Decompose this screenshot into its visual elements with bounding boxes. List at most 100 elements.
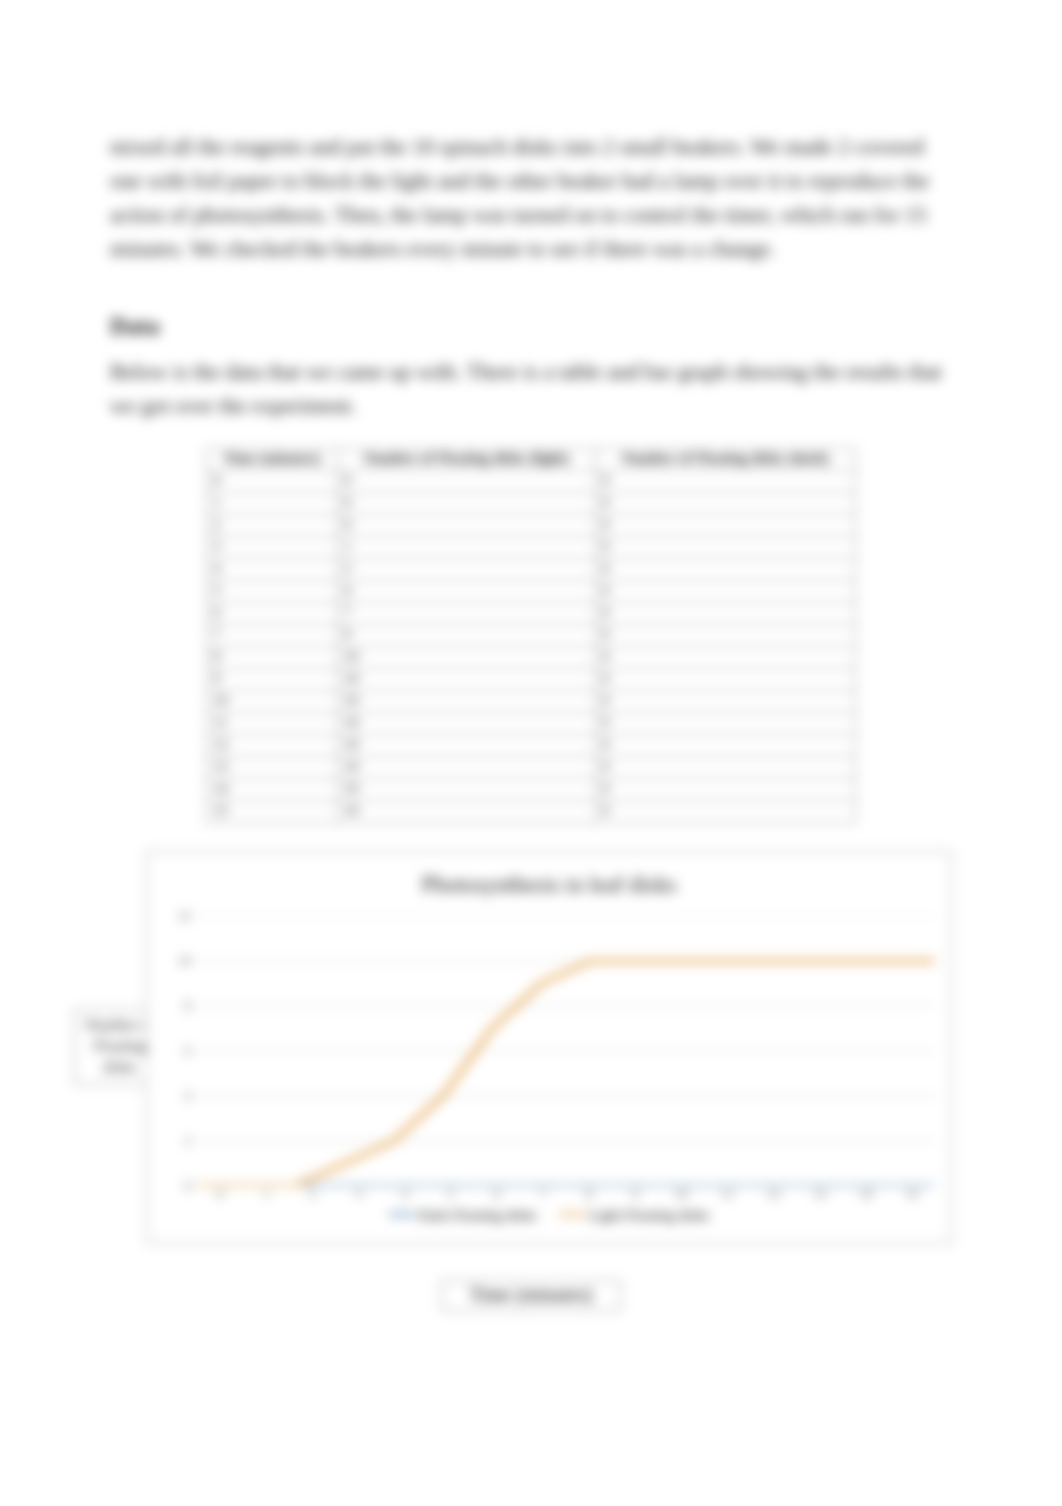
chart-y-tick-label: 0 [185, 1178, 192, 1194]
table-cell: 15 [207, 800, 338, 822]
table-cell: 0 [595, 492, 855, 514]
chart-y-tick-label: 10 [178, 953, 191, 969]
chart-x-tick-label: 14 [843, 1186, 889, 1202]
table-cell: 0 [595, 580, 855, 602]
table-row: 670 [207, 602, 856, 624]
chart-series-line [197, 961, 935, 1186]
chart-x-tick-label: 15 [889, 1186, 935, 1202]
table-cell: 0 [595, 668, 855, 690]
chart-title: Photosynthesis in leaf disks [163, 872, 935, 898]
table-cell: 9 [207, 668, 338, 690]
table-row: 13100 [207, 756, 856, 778]
chart-x-tick-label: 4 [382, 1186, 428, 1202]
chart-x-tick-label: 10 [658, 1186, 704, 1202]
table-cell: 10 [337, 712, 595, 734]
data-table-wrap: Time (minutes)Number of Floating disks (… [206, 448, 856, 823]
chart-x-tick-label: 9 [612, 1186, 658, 1202]
table-cell: 10 [337, 800, 595, 822]
table-row: 11100 [207, 712, 856, 734]
table-row: 8100 [207, 646, 856, 668]
table-row: 14100 [207, 778, 856, 800]
table-row: 9100 [207, 668, 856, 690]
chart-x-axis-title: Time (minutes) [441, 1280, 621, 1311]
chart-x-tick-label: 12 [751, 1186, 797, 1202]
chart-container: Number of Floating disks Photosynthesis … [110, 851, 952, 1244]
chart-x-tick-label: 0 [197, 1186, 243, 1202]
table-row: 310 [207, 536, 856, 558]
table-cell: 10 [337, 690, 595, 712]
table-row: 200 [207, 514, 856, 536]
chart-x-tick-label: 2 [289, 1186, 335, 1202]
chart-y-tick-label: 4 [185, 1088, 192, 1104]
table-cell: 9 [337, 624, 595, 646]
table-row: 000 [207, 470, 856, 492]
table-header-row: Time (minutes)Number of Floating disks (… [207, 448, 856, 470]
table-cell: 10 [337, 734, 595, 756]
table-cell: 0 [595, 690, 855, 712]
chart-box: Photosynthesis in leaf disks 024681012 0… [146, 851, 952, 1244]
chart-x-tick-label: 11 [704, 1186, 750, 1202]
table-cell: 0 [595, 734, 855, 756]
table-cell: 0 [337, 470, 595, 492]
table-cell: 0 [595, 646, 855, 668]
chart-legend: Dark Floating disks Light Floating disks [163, 1208, 935, 1225]
table-cell: 0 [595, 756, 855, 778]
table-header-cell: Number of Floating disks (light) [337, 448, 595, 470]
table-cell: 1 [337, 536, 595, 558]
table-cell: 0 [595, 558, 855, 580]
chart-x-tick-label: 13 [797, 1186, 843, 1202]
chart-y-tick-label: 8 [185, 998, 192, 1014]
table-cell: 7 [337, 602, 595, 624]
chart-x-tick-label: 6 [474, 1186, 520, 1202]
chart-x-tick-label: 7 [520, 1186, 566, 1202]
table-cell: 10 [207, 690, 338, 712]
table-cell: 0 [595, 514, 855, 536]
table-cell: 10 [337, 646, 595, 668]
table-cell: 10 [337, 756, 595, 778]
table-row: 10100 [207, 690, 856, 712]
table-row: 790 [207, 624, 856, 646]
table-cell: 6 [207, 602, 338, 624]
table-row: 540 [207, 580, 856, 602]
table-row: 15100 [207, 800, 856, 822]
table-header-cell: Time (minutes) [207, 448, 338, 470]
table-row: 12100 [207, 734, 856, 756]
chart-svg [197, 916, 935, 1186]
legend-label-light: Light Floating disks [589, 1208, 710, 1224]
legend-swatch-dark [389, 1213, 415, 1216]
table-cell: 0 [595, 602, 855, 624]
table-cell: 4 [337, 580, 595, 602]
table-cell: 0 [595, 800, 855, 822]
table-cell: 2 [337, 558, 595, 580]
table-cell: 0 [337, 514, 595, 536]
chart-y-tick-label: 2 [185, 1133, 192, 1149]
table-cell: 4 [207, 558, 338, 580]
table-cell: 0 [595, 624, 855, 646]
table-cell: 10 [337, 778, 595, 800]
table-cell: 7 [207, 624, 338, 646]
table-head: Time (minutes)Number of Floating disks (… [207, 448, 856, 470]
table-cell: 1 [207, 492, 338, 514]
chart-y-tick-label: 12 [178, 908, 191, 924]
table-row: 100 [207, 492, 856, 514]
chart-y-tick-label: 6 [185, 1043, 192, 1059]
table-cell: 11 [207, 712, 338, 734]
table-cell: 3 [207, 536, 338, 558]
chart-plot: 024681012 [197, 916, 935, 1186]
table-cell: 0 [207, 470, 338, 492]
table-body: 0001002003104205406707908100910010100111… [207, 470, 856, 822]
section-body-data: Below is the data that we came up with. … [110, 355, 952, 423]
chart-x-tick-label: 1 [243, 1186, 289, 1202]
table-cell: 2 [207, 514, 338, 536]
intro-paragraph: mixed all the reagents and put the 10 sp… [110, 130, 952, 266]
table-cell: 8 [207, 646, 338, 668]
table-cell: 14 [207, 778, 338, 800]
chart-x-tick-label: 8 [566, 1186, 612, 1202]
table-cell: 0 [595, 778, 855, 800]
table-cell: 5 [207, 580, 338, 602]
table-cell: 0 [595, 712, 855, 734]
table-cell: 0 [337, 492, 595, 514]
table-row: 420 [207, 558, 856, 580]
table-cell: 13 [207, 756, 338, 778]
chart-x-tick-label: 3 [335, 1186, 381, 1202]
